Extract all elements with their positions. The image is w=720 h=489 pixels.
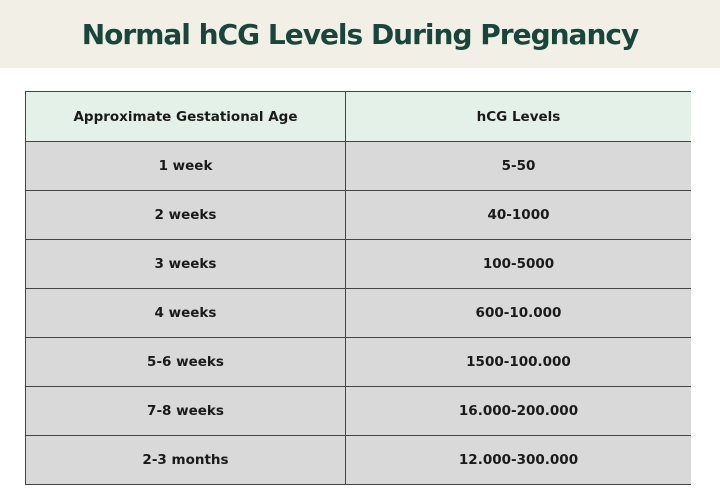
table-row: 1 week 5-50	[25, 141, 691, 191]
column-header-age: Approximate Gestational Age	[25, 91, 346, 142]
hcg-cell: 600-10.000	[345, 288, 691, 338]
hcg-cell: 16.000-200.000	[345, 386, 691, 436]
age-cell: 2-3 months	[25, 435, 346, 485]
table-row: 7-8 weeks 16.000-200.000	[25, 386, 691, 436]
hcg-levels-table: Approximate Gestational Age hCG Levels 1…	[25, 91, 691, 485]
age-cell: 4 weeks	[25, 288, 346, 338]
table-header-row: Approximate Gestational Age hCG Levels	[25, 91, 691, 142]
hcg-cell: 40-1000	[345, 190, 691, 240]
page-title: Normal hCG Levels During Pregnancy	[81, 17, 639, 51]
column-header-hcg: hCG Levels	[345, 91, 691, 142]
age-cell: 2 weeks	[25, 190, 346, 240]
title-banner: Normal hCG Levels During Pregnancy	[0, 0, 720, 68]
table-row: 2-3 months 12.000-300.000	[25, 435, 691, 485]
hcg-table-container: Approximate Gestational Age hCG Levels 1…	[25, 91, 691, 489]
age-cell: 7-8 weeks	[25, 386, 346, 436]
hcg-cell: 12.000-300.000	[345, 435, 691, 485]
hcg-cell: 5-50	[345, 141, 691, 191]
table-row: 2 weeks 40-1000	[25, 190, 691, 240]
hcg-cell: 1500-100.000	[345, 337, 691, 387]
table-row: 4 weeks 600-10.000	[25, 288, 691, 338]
age-cell: 5-6 weeks	[25, 337, 346, 387]
table-row: 3 weeks 100-5000	[25, 239, 691, 289]
age-cell: 1 week	[25, 141, 346, 191]
hcg-cell: 100-5000	[345, 239, 691, 289]
table-row: 5-6 weeks 1500-100.000	[25, 337, 691, 387]
age-cell: 3 weeks	[25, 239, 346, 289]
